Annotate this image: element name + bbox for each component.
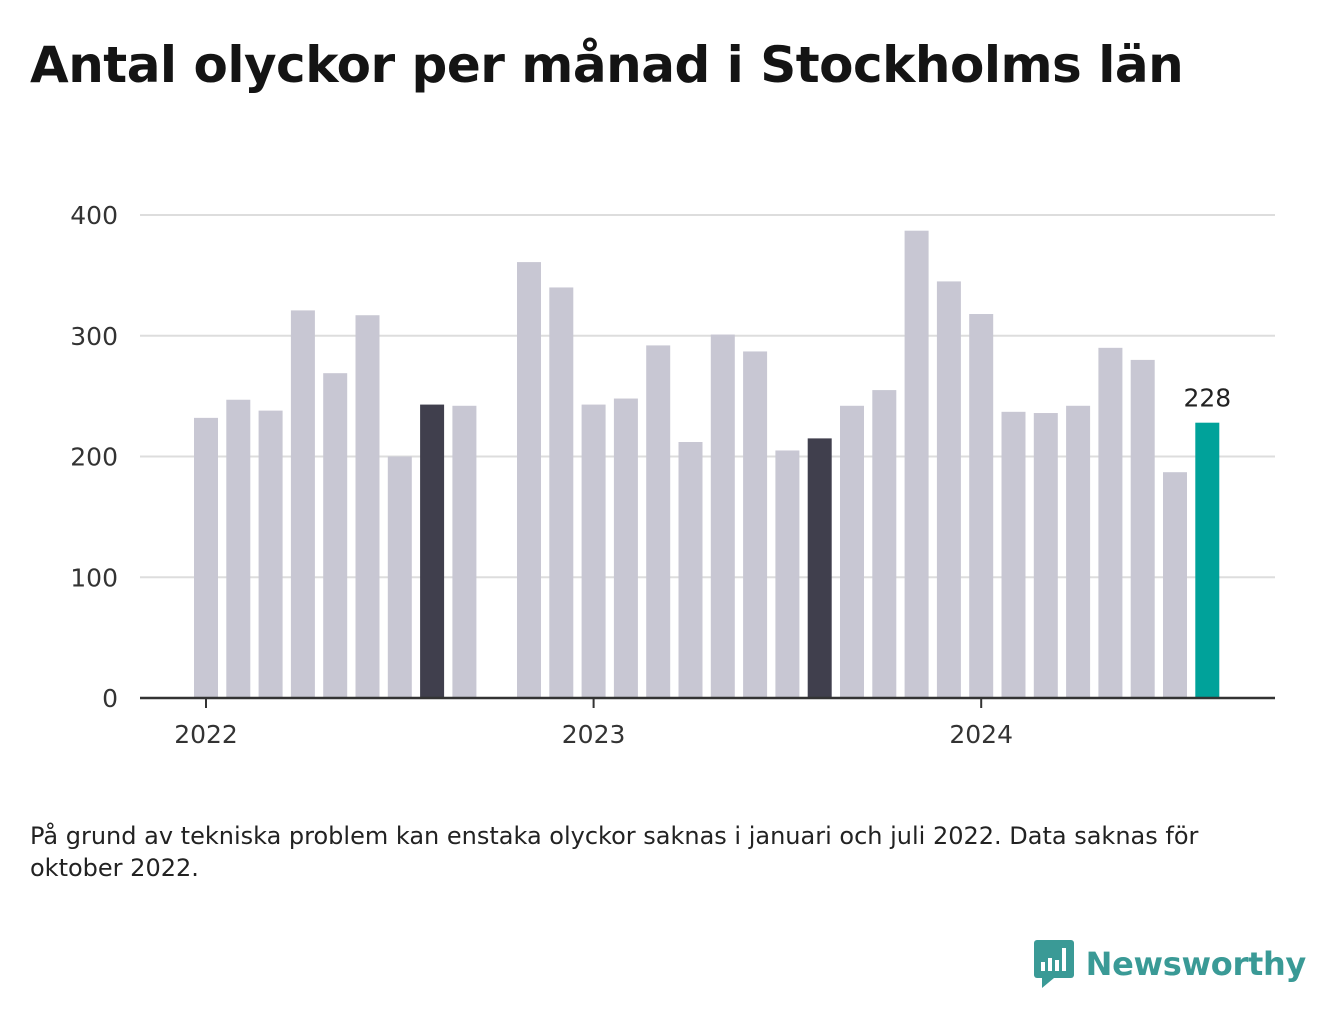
bar-2022-07 [387, 456, 412, 698]
bar-2024-02 [1001, 411, 1026, 698]
y-tick-label: 200 [70, 443, 118, 472]
bar-2022-01 [194, 417, 218, 698]
bar-2022-04 [290, 310, 315, 698]
x-tick-label: 2022 [174, 720, 238, 749]
y-tick-label: 100 [70, 563, 118, 592]
bar-2024-01 [969, 314, 994, 698]
newsworthy-logo-icon [1033, 940, 1074, 988]
bar-2022-06 [355, 315, 380, 698]
bars [194, 230, 1220, 698]
bar-2022-03 [258, 410, 283, 698]
bar-2023-10 [872, 390, 897, 698]
bar-2022-02 [226, 399, 251, 698]
bar-2022-05 [323, 373, 348, 698]
bar-2022-08 [420, 404, 445, 698]
bar-2024-04 [1066, 405, 1091, 698]
bar-2024-03 [1033, 413, 1058, 698]
brand-name: Newsworthy [1085, 945, 1307, 983]
bar-2023-03 [646, 345, 671, 698]
bar-2024-08 [1195, 422, 1220, 698]
brand-logo[interactable]: Newsworthy [1033, 940, 1307, 988]
chart-title: Antal olyckor per månad i Stockholms län [30, 36, 1184, 94]
bar-2023-01 [581, 404, 606, 698]
bar-2023-06 [743, 351, 768, 698]
bar-2024-06 [1130, 359, 1155, 698]
x-tick-label: 2023 [562, 720, 626, 749]
bar-chart: 0 100 200 300 400 2022 2023 2024 228 [70, 201, 1275, 749]
bar-2023-11 [904, 230, 929, 698]
footnote: På grund av tekniska problem kan enstaka… [30, 822, 1199, 882]
bar-2023-08 [807, 438, 832, 698]
bar-2024-07 [1163, 472, 1187, 698]
bar-2023-05 [710, 334, 735, 698]
y-tick-label: 0 [102, 684, 118, 713]
y-axis-ticks: 0 100 200 300 400 [70, 201, 118, 713]
x-axis: 2022 2023 2024 [140, 696, 1275, 749]
latest-value-label: 228 [1183, 384, 1231, 413]
y-tick-label: 400 [70, 201, 118, 230]
bar-2022-12 [549, 287, 574, 698]
x-tick-label: 2024 [949, 720, 1013, 749]
bar-2022-09 [452, 405, 477, 698]
data-labels: 228 [1183, 384, 1231, 413]
bar-2024-05 [1098, 347, 1123, 698]
bar-2023-09 [840, 405, 864, 698]
y-tick-label: 300 [70, 322, 118, 351]
bar-2023-07 [775, 450, 800, 698]
bar-2023-12 [936, 281, 961, 698]
bar-2023-02 [613, 398, 638, 698]
bar-2022-11 [517, 262, 541, 698]
bar-2023-04 [678, 442, 703, 698]
